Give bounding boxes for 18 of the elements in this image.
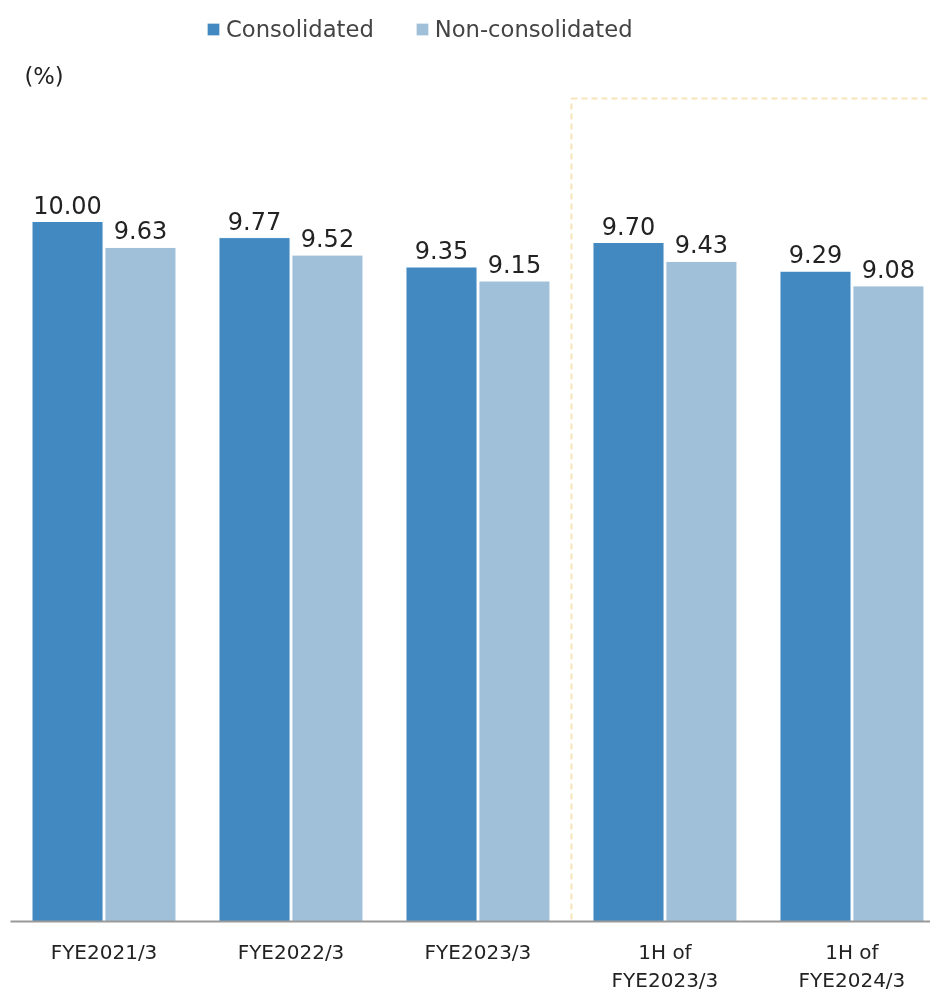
- data-label: 9.63: [113, 217, 168, 246]
- data-label: 9.35: [414, 237, 469, 265]
- x-tick-label: FYE2022/3: [237, 939, 345, 964]
- legend-label: Non-consolidated: [434, 16, 633, 42]
- data-label: 9.52: [300, 225, 355, 254]
- text: (%): [24, 62, 64, 89]
- data-label: 9.70: [601, 212, 656, 241]
- x-tick-label: 1H of FYE2024/3: [798, 939, 906, 993]
- data-label: 9.77: [227, 207, 282, 236]
- data-label: 9.43: [674, 231, 729, 260]
- x-tick-label: 1H of FYE2023/3: [611, 939, 719, 993]
- data-label: 9.29: [788, 241, 843, 270]
- x-tick-label: FYE2021/3: [50, 939, 158, 964]
- legend-label: Consolidated: [226, 16, 374, 42]
- x-tick-label: FYE2023/3: [424, 939, 532, 964]
- data-label: 10.00: [33, 191, 102, 220]
- data-label: 9.08: [861, 255, 916, 284]
- data-label: 9.15: [487, 251, 542, 279]
